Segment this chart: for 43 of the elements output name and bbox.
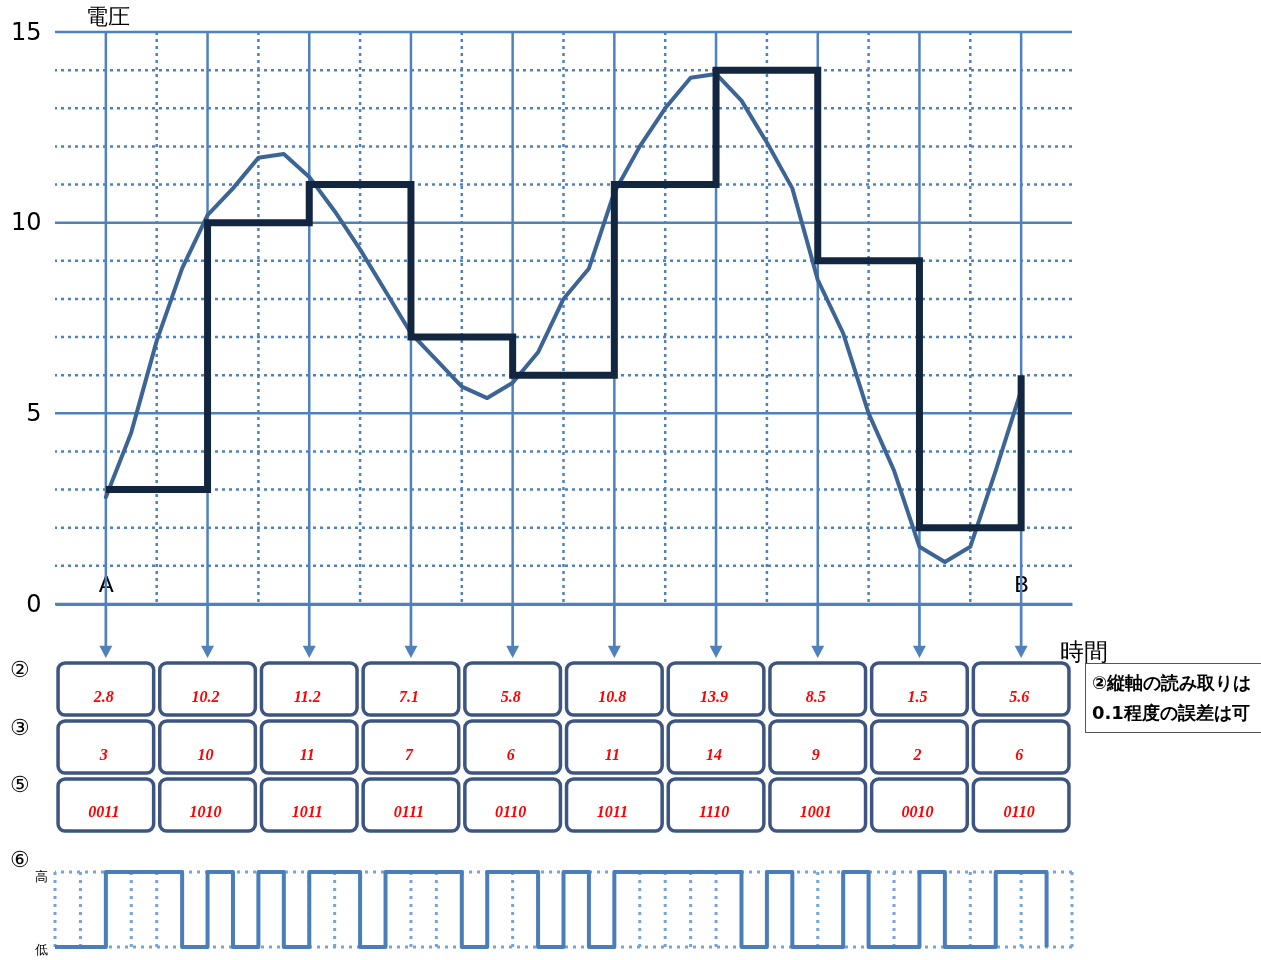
data-label: 10.2 xyxy=(191,688,220,705)
text: 1110 xyxy=(698,803,730,820)
data-label: 2.8 xyxy=(92,688,114,705)
data-label: 11 xyxy=(299,746,315,763)
text: 1011 xyxy=(596,803,628,820)
text: ②縦軸の読み取りは0.1程度の誤差は可 xyxy=(1092,672,1252,723)
text: 1011 xyxy=(291,803,323,820)
y-tick-label: 10 xyxy=(10,208,42,237)
text: 0110 xyxy=(1003,803,1035,820)
text: 1010 xyxy=(189,803,222,820)
data-label: 5.8 xyxy=(500,688,521,705)
data-label: 13.9 xyxy=(700,688,729,705)
x-axis-title: 時間 xyxy=(1059,637,1108,666)
data-label: 6 xyxy=(506,746,515,763)
data-label: 11.2 xyxy=(293,688,321,705)
text: 高 xyxy=(34,869,48,884)
text: ⑤ xyxy=(10,772,30,797)
text: ② xyxy=(10,657,30,682)
y-axis-title: 電圧 xyxy=(85,3,130,29)
data-label: 10.8 xyxy=(598,688,627,705)
text: 0011 xyxy=(88,803,120,820)
data-label: 7 xyxy=(404,746,414,763)
y-tick-label: 0 xyxy=(26,589,42,618)
text: 0110 xyxy=(495,803,527,820)
data-label: 7.1 xyxy=(398,688,419,705)
data-label: 8.5 xyxy=(805,688,826,705)
text: 0010 xyxy=(901,803,934,820)
text: 0111 xyxy=(393,803,425,820)
data-label: 11 xyxy=(604,746,620,763)
text: 1001 xyxy=(799,803,832,820)
y-tick-label: 5 xyxy=(26,398,42,427)
text: ③ xyxy=(10,715,30,740)
y-tick-label: 15 xyxy=(10,17,42,46)
text: ⑥ xyxy=(10,847,30,872)
data-label: 5.6 xyxy=(1009,688,1030,705)
data-label: 1.5 xyxy=(907,688,928,705)
data-label: 6 xyxy=(1015,746,1024,763)
data-label: 9 xyxy=(811,746,820,763)
text: 低 xyxy=(34,942,48,957)
data-label: 10 xyxy=(197,746,214,763)
data-label: 3 xyxy=(98,746,108,763)
data-label: 2 xyxy=(912,746,922,763)
data-label: 14 xyxy=(706,746,723,763)
